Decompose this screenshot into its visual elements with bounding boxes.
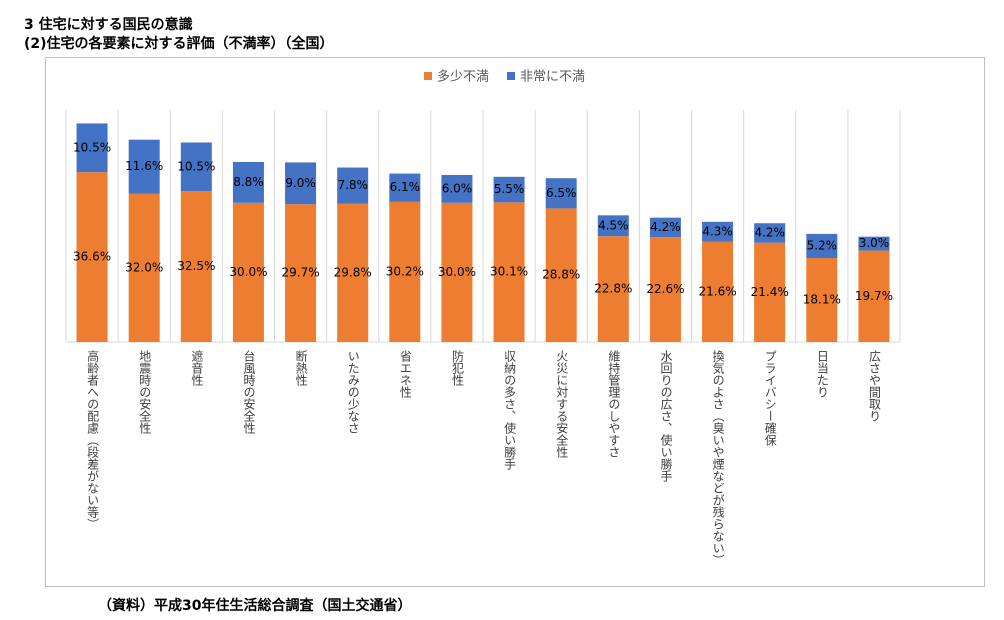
bar-segment <box>128 139 160 194</box>
x-tick-label: 収納の多さ、使い勝手 <box>502 350 517 470</box>
bar-segment <box>545 208 577 342</box>
bar-segment <box>180 142 212 192</box>
x-tick-label: 台風時の安全性 <box>241 350 256 434</box>
bar-segment <box>232 202 264 342</box>
data-label: 4.2% <box>754 225 785 239</box>
x-tick-label: 水回りの広さ、使い勝手 <box>658 350 673 482</box>
bar-segment <box>128 193 160 342</box>
bar-segment <box>754 223 786 243</box>
data-label: 21.6% <box>699 284 737 298</box>
bar-segment <box>597 236 629 342</box>
bar-segment <box>180 191 212 342</box>
x-tick-label: 高齢者への配慮（段差がない等） <box>85 350 100 530</box>
x-tick-label: 火災に対する安全性 <box>554 350 569 458</box>
legend-swatch <box>424 72 432 80</box>
bar-segment <box>649 237 681 342</box>
data-label: 3.0% <box>859 236 890 250</box>
bar-segment <box>389 201 421 342</box>
data-label: 18.1% <box>803 293 841 307</box>
data-label: 6.0% <box>442 181 473 195</box>
bar-segment <box>285 204 317 342</box>
x-tick-label: 防犯性 <box>450 350 465 386</box>
source-note: （資料）平成30年住生活総合調査（国土交通省） <box>98 598 412 614</box>
x-tick-label: 換気のよさ（臭いや煙などが残らない） <box>711 350 726 566</box>
bar-segment <box>545 178 577 209</box>
data-label: 30.0% <box>229 265 267 279</box>
bar-segment <box>441 174 473 203</box>
bar-segment <box>702 221 734 242</box>
bar-segment <box>597 215 629 237</box>
x-tick-label: プライバシー確保 <box>763 350 778 446</box>
legend-label: 非常に不満 <box>520 70 585 85</box>
chart-frame <box>45 57 985 587</box>
data-label: 9.0% <box>285 176 316 190</box>
bar-segment <box>76 172 108 342</box>
data-label: 10.5% <box>177 159 215 173</box>
data-label: 29.7% <box>282 266 320 280</box>
bar-segment <box>232 161 264 203</box>
data-label: 29.8% <box>334 265 372 279</box>
bar-segment <box>702 241 734 342</box>
data-label: 32.0% <box>125 260 163 274</box>
legend-label: 多少不満 <box>437 69 489 85</box>
data-label: 19.7% <box>855 289 893 303</box>
bar-segment <box>493 176 525 203</box>
bar-segment <box>441 202 473 342</box>
data-label: 11.6% <box>125 159 163 173</box>
bar-segment <box>337 167 369 204</box>
bar-segment <box>337 203 369 342</box>
x-tick-label: いたみの少なさ <box>346 350 361 434</box>
x-tick-label: 遮音性 <box>189 350 204 386</box>
data-label: 32.5% <box>177 259 215 273</box>
data-label: 5.5% <box>494 182 525 196</box>
bar-segment <box>858 250 890 342</box>
bar-segment <box>806 258 838 342</box>
data-label: 7.8% <box>337 178 368 192</box>
x-tick-label: 地震時の安全性 <box>137 350 152 434</box>
section-title: 3 住宅に対する国民の意識 <box>24 17 193 33</box>
data-label: 4.5% <box>598 218 629 232</box>
bar-segment <box>76 123 108 173</box>
x-tick-label: 日当たり <box>815 350 830 398</box>
bar-segment <box>649 217 681 238</box>
data-label: 36.6% <box>73 250 111 264</box>
chart-subtitle: (2)住宅の各要素に対する評価（不満率）（全国） <box>24 36 334 52</box>
x-tick-label: 維持管理のしやすさ <box>606 350 621 458</box>
data-label: 22.8% <box>594 282 632 296</box>
x-tick-label: 省エネ性 <box>398 350 413 398</box>
data-label: 21.4% <box>751 285 789 299</box>
data-label: 4.3% <box>702 224 733 238</box>
bar-segment <box>493 202 525 342</box>
data-label: 5.2% <box>807 238 838 252</box>
x-tick-label: 広さや間取り <box>867 350 882 422</box>
data-label: 22.6% <box>646 282 684 296</box>
data-label: 4.2% <box>650 220 681 234</box>
data-label: 28.8% <box>542 268 580 282</box>
bar-segment <box>389 173 421 202</box>
data-label: 30.2% <box>386 264 424 278</box>
data-label: 30.0% <box>438 265 476 279</box>
data-label: 30.1% <box>490 265 528 279</box>
data-label: 6.5% <box>546 186 577 200</box>
bar-segment <box>806 233 838 259</box>
legend-swatch <box>507 72 516 80</box>
data-label: 6.1% <box>390 180 421 194</box>
bar-segment <box>858 236 890 251</box>
data-label: 8.8% <box>233 175 264 189</box>
bar-segment <box>285 162 317 205</box>
x-tick-label: 断熱性 <box>294 350 309 386</box>
bar-segment <box>754 242 786 342</box>
data-label: 10.5% <box>73 140 111 154</box>
